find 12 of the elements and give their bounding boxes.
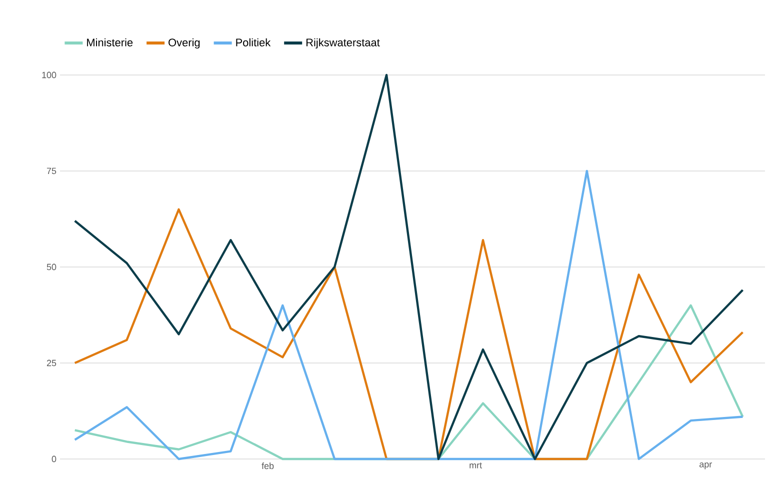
- x-tick-label: mrt: [470, 462, 482, 468]
- y-tick-label: 75: [46, 168, 56, 174]
- legend-label: Politiek: [236, 38, 271, 46]
- legend-label: Ministerie: [87, 38, 133, 46]
- legend-label: Overig: [168, 38, 200, 49]
- legend-label: Rijkswaterstaat: [306, 38, 380, 49]
- x-tick-label: feb: [262, 462, 274, 470]
- y-tick-label: 50: [46, 264, 56, 270]
- y-tick-label: 25: [46, 360, 56, 366]
- y-tick-label: 100: [42, 72, 56, 78]
- x-tick-label: apr: [700, 462, 712, 470]
- y-tick-label: 0: [52, 456, 56, 462]
